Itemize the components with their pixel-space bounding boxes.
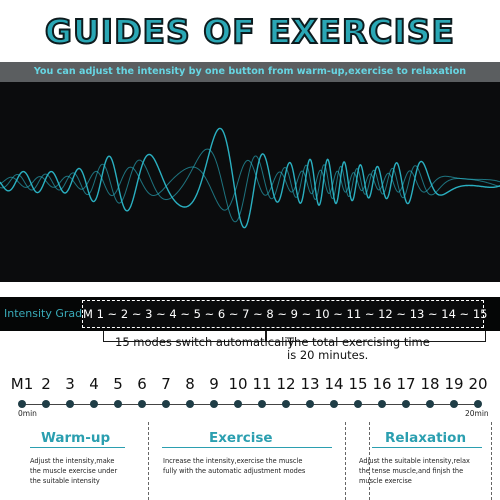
intensity-grade-label: Intensity Grade — [4, 307, 89, 320]
phase-warmup-title: Warm-up — [41, 430, 111, 446]
mode-number: 10 — [228, 375, 248, 393]
phase-warmup-underline — [30, 447, 125, 448]
phase-divider — [148, 422, 149, 500]
timeline-dot — [138, 400, 146, 408]
timeline-dot — [354, 400, 362, 408]
mode-number: 13 — [300, 375, 320, 393]
waveform-group — [0, 127, 500, 229]
timeline-dot — [162, 400, 170, 408]
timeline-start-label: 0min — [18, 409, 37, 418]
mode-number: 20 — [468, 375, 488, 393]
phase-exercise-desc: Increase the intensity,exercise the musc… — [163, 457, 306, 475]
mode-number: 12 — [276, 375, 296, 393]
timeline-dot — [186, 400, 194, 408]
mode-number: 15 — [348, 375, 368, 393]
mode-number: 6 — [137, 375, 147, 393]
mode-number: 3 — [65, 375, 75, 393]
mode-number: 9 — [209, 375, 219, 393]
intensity-sequence: M 1 ~ 2 ~ 3 ~ 4 ~ 5 ~ 6 ~ 7 ~ 8 ~ 9 ~ 10… — [83, 307, 488, 321]
timeline-dot — [66, 400, 74, 408]
phase-exercise-underline — [162, 447, 332, 448]
timeline-dot — [210, 400, 218, 408]
mode-number: 19 — [444, 375, 464, 393]
timeline-dot — [306, 400, 314, 408]
timeline-dot — [18, 400, 26, 408]
mode-number: 16 — [372, 375, 392, 393]
mode-number: 18 — [420, 375, 440, 393]
phase-warmup-desc: Adjust the intensity,make the muscle exer… — [30, 457, 118, 485]
timeline-dot — [378, 400, 386, 408]
waveform-graphic — [0, 127, 500, 229]
waveform-line — [0, 148, 500, 223]
timeline-axis — [22, 404, 478, 405]
mode-number: M1 — [10, 375, 34, 393]
timeline-dot — [450, 400, 458, 408]
subtitle: You can adjust the intensity by one butt… — [33, 66, 467, 77]
intensity-sequence-box: M 1 ~ 2 ~ 3 ~ 4 ~ 5 ~ 6 ~ 7 ~ 8 ~ 9 ~ 10… — [82, 300, 488, 328]
timeline-dot — [90, 400, 98, 408]
timeline-end-label: 20min — [465, 409, 489, 418]
timeline-dot — [474, 400, 482, 408]
timeline-dot — [258, 400, 266, 408]
mode-number: 4 — [89, 375, 99, 393]
mode-number: 11 — [252, 375, 272, 393]
time-bracket — [265, 331, 486, 342]
mode-number: 7 — [161, 375, 171, 393]
mode-number: 5 — [113, 375, 123, 393]
subtitle-bar: You can adjust the intensity by one butt… — [0, 62, 500, 82]
mode-number: 2 — [41, 375, 51, 393]
waveform-panel — [0, 82, 500, 282]
modes-switch-note: 15 modes switch automaticaliy — [115, 335, 295, 349]
page-title: GUIDES OF EXERCISE MODES — [44, 11, 456, 104]
phase-exercise-title: Exercise — [209, 430, 273, 446]
mode-numbers-row: M1 2 3 4 5 6 7 8 9 10 11 12 13 14 15 16 17 18 19 20 — [0, 375, 500, 393]
timeline-dot — [234, 400, 242, 408]
timeline-dot — [42, 400, 50, 408]
phase-divider — [369, 422, 370, 500]
timeline-dot — [402, 400, 410, 408]
phase-divider — [491, 422, 492, 500]
total-time-note-line2: is 20 minutes. — [287, 348, 369, 362]
waveform-line — [0, 159, 500, 211]
waveform-line — [0, 127, 500, 229]
timeline-dot — [114, 400, 122, 408]
timeline-dot — [330, 400, 338, 408]
mode-number: 17 — [396, 375, 416, 393]
mode-number: 8 — [185, 375, 195, 393]
intensity-grade-row: Intensity Grade M 1 ~ 2 ~ 3 ~ 4 ~ 5 ~ 6 … — [0, 297, 500, 331]
timeline-dot — [426, 400, 434, 408]
phase-relaxation-desc: Adjust the suitable intensity,relax the t… — [359, 457, 470, 485]
modes-bracket — [103, 331, 267, 342]
total-time-note-line1: The total exercising time — [287, 335, 430, 349]
mode-number: 14 — [324, 375, 344, 393]
phase-divider — [345, 422, 346, 500]
timeline-dot — [282, 400, 290, 408]
phase-relaxation-underline — [372, 447, 482, 448]
phase-relaxation-title: Relaxation — [385, 430, 467, 446]
